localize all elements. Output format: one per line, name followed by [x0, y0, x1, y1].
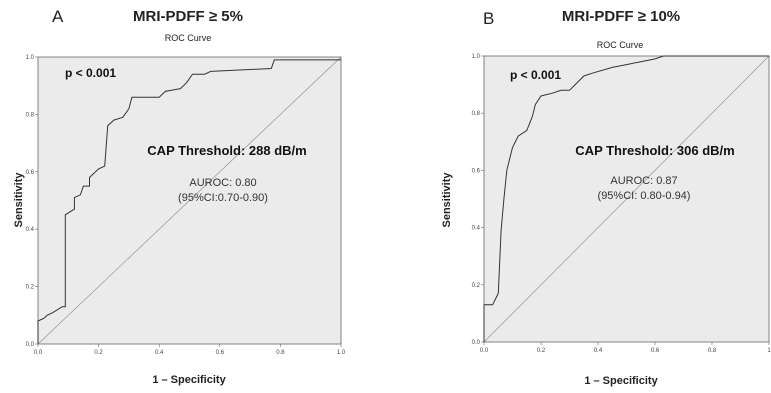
panel-b-x-tick-label: 0.4	[594, 348, 603, 354]
panel-b-y-axis-label: Sensitivity	[441, 172, 453, 228]
panel-b-title: MRI-PDFF ≥ 10%	[562, 8, 680, 25]
panel-a-x-tick-label: 0.4	[155, 350, 164, 356]
panel-a-letter: A	[52, 7, 64, 26]
panel-a-ci: (95%CI:0.70-0.90)	[178, 192, 268, 204]
panel-a-y-tick-label: 0.2	[26, 285, 35, 291]
panel-b-axis-ticks: 0.0 0.2 0.4 0.6 0.8 1 0.0 0.2 0.4 0.6 0.8 1.0	[472, 54, 771, 354]
panel-a: A MRI-PDFF ≥ 5% ROC Curve 0.0 0.2 0.4 0.6 0.…	[13, 7, 346, 386]
panel-a-chart-title: ROC Curve	[165, 33, 212, 43]
panel-a-cap-threshold: CAP Threshold: 288 dB/m	[147, 143, 306, 158]
panel-b-auroc: AUROC: 0.87	[610, 175, 677, 187]
panel-a-x-tick-label: 0.0	[34, 350, 43, 356]
panel-b-y-tick-label: 0.6	[472, 168, 481, 174]
panel-a-x-tick-label: 0.6	[216, 350, 225, 356]
panel-b-reference-line	[483, 55, 770, 343]
panel-b-chart-title: ROC Curve	[597, 40, 644, 50]
panel-b: B MRI-PDFF ≥ 10% ROC Curve 0.0 0.2 0.4 0.6 0…	[441, 8, 771, 387]
panel-b-x-tick-label: 0.6	[651, 348, 660, 354]
panel-b-plot: 0.0 0.2 0.4 0.6 0.8 1 0.0 0.2 0.4 0.6 0.8 1.0 p < 0…	[472, 54, 771, 354]
panel-a-y-axis-label: Sensitivity	[13, 172, 25, 228]
panel-b-x-tick-label: 0.8	[708, 348, 717, 354]
panel-a-x-tick-label: 0.8	[276, 350, 285, 356]
panel-a-y-tick-label: 0.4	[26, 227, 35, 233]
panel-a-title: MRI-PDFF ≥ 5%	[133, 8, 243, 25]
panel-b-cap-threshold: CAP Threshold: 306 dB/m	[575, 143, 734, 158]
panel-b-y-tick-label: 1.0	[472, 54, 481, 60]
panel-a-roc-curve	[37, 59, 341, 344]
panel-b-roc-curve	[483, 55, 769, 342]
panel-a-axis-ticks: 0.0 0.2 0.4 0.6 0.8 1.0 0.0 0.2 0.4 0.6 0.8 1.0	[26, 55, 346, 356]
panel-a-x-axis-label: 1 – Specificity	[152, 374, 226, 386]
panel-a-y-tick-label: 0.8	[26, 112, 35, 118]
panel-b-y-tick-label: 0.0	[472, 340, 481, 346]
panel-a-y-tick-label: 0.0	[26, 342, 35, 348]
panel-a-reference-line	[37, 56, 342, 345]
panel-a-x-tick-label: 0.2	[94, 350, 103, 356]
panel-b-x-tick-label: 0.2	[537, 348, 546, 354]
panel-b-x-axis-label: 1 – Specificity	[584, 375, 658, 387]
panel-a-p-value: p < 0.001	[65, 66, 116, 80]
panel-a-plot: 0.0 0.2 0.4 0.6 0.8 1.0 0.0 0.2 0.4 0.6 0.8 1.0 p <…	[26, 55, 346, 356]
panel-a-auroc: AUROC: 0.80	[189, 177, 256, 189]
panel-b-ci: (95%CI: 0.80-0.94)	[598, 190, 691, 202]
panel-a-y-tick-label: 1.0	[26, 55, 35, 61]
panel-b-p-value: p < 0.001	[510, 68, 561, 82]
panel-b-y-tick-label: 0.2	[472, 283, 481, 289]
panel-b-y-tick-label: 0.8	[472, 111, 481, 117]
panel-b-x-tick-label: 1	[767, 348, 771, 354]
panel-a-y-tick-label: 0.6	[26, 170, 35, 176]
panel-b-letter: B	[483, 9, 494, 28]
panel-a-x-tick-label: 1.0	[337, 350, 346, 356]
panel-b-y-tick-label: 0.4	[472, 226, 481, 232]
panel-b-x-tick-label: 0.0	[480, 348, 489, 354]
